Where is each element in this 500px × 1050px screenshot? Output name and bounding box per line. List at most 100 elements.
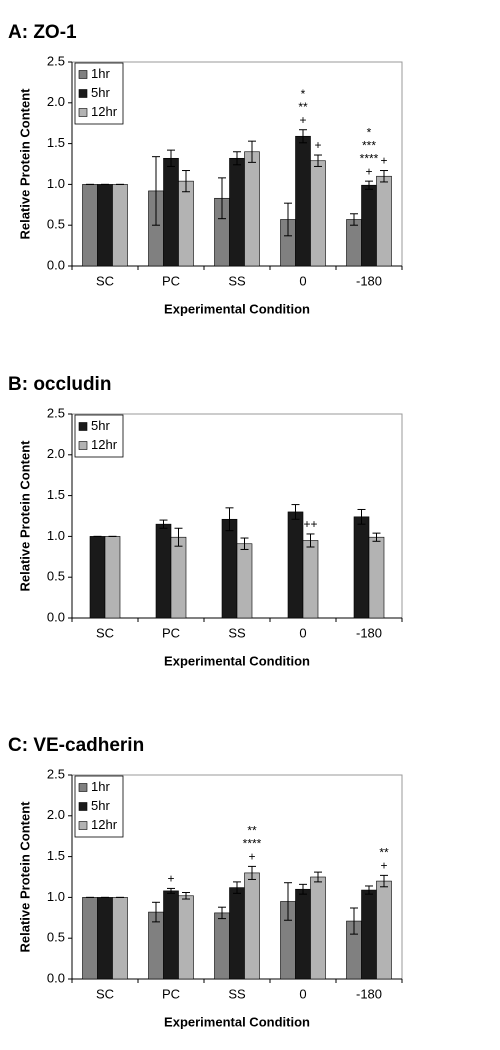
bar — [214, 912, 230, 980]
y-tick-label: 1.5 — [47, 848, 65, 863]
annotation: ** — [298, 100, 308, 114]
error-bar — [291, 504, 300, 520]
bar — [302, 540, 319, 619]
error-bar — [152, 901, 160, 923]
bar — [368, 536, 385, 619]
bar — [97, 184, 113, 267]
y-tick-label: 1.5 — [47, 487, 65, 502]
bar — [155, 523, 172, 619]
error-bar — [380, 170, 388, 183]
bar — [295, 135, 311, 267]
y-tick-label: 2.0 — [47, 446, 65, 461]
x-tick-label: PC — [162, 986, 180, 1001]
error-bar — [240, 537, 249, 550]
legend-label: 1hr — [91, 66, 110, 81]
bar — [361, 889, 377, 980]
x-tick-label: SS — [228, 625, 246, 640]
y-tick-label: 0.5 — [47, 930, 65, 945]
x-tick-label: PC — [162, 625, 180, 640]
x-tick-label: -180 — [356, 986, 382, 1001]
error-bar — [167, 149, 175, 167]
bar — [163, 890, 179, 980]
error-bar — [314, 154, 322, 167]
error-bar — [284, 202, 292, 237]
bar — [287, 511, 304, 619]
chart-title: A: ZO-1 — [8, 22, 77, 43]
error-bar — [365, 180, 373, 190]
bar — [163, 157, 179, 267]
error-bar — [350, 213, 358, 226]
error-bar — [372, 532, 381, 542]
error-bar — [218, 177, 226, 220]
error-bar — [159, 519, 168, 529]
error-bar — [306, 533, 315, 548]
x-tick-label: SS — [228, 986, 246, 1001]
y-tick-label: 0.0 — [47, 970, 65, 985]
bar — [89, 536, 106, 619]
error-bar — [350, 907, 358, 935]
chart-title: B: occludin — [8, 374, 111, 395]
bar — [97, 897, 113, 980]
annotation: + — [365, 164, 372, 178]
bar — [236, 543, 253, 619]
chart-title: C: VE-cadherin — [8, 735, 144, 756]
x-tick-label: SS — [228, 273, 246, 288]
bar — [229, 157, 245, 267]
x-tick-label: SC — [96, 625, 114, 640]
y-tick-label: 0.0 — [47, 257, 65, 272]
annotation: **** — [243, 837, 262, 851]
y-axis-label: Relative Protein Content — [17, 440, 32, 592]
error-bar — [299, 129, 307, 144]
legend-box — [74, 414, 124, 458]
error-bar — [182, 170, 190, 193]
error-bar — [380, 874, 388, 888]
y-axis-label: Relative Protein Content — [17, 801, 32, 953]
legend-label: 1hr — [91, 779, 110, 794]
bar — [376, 175, 392, 267]
y-tick-label: 1.0 — [47, 889, 65, 904]
x-tick-label: 0 — [299, 986, 306, 1001]
annotation: * — [367, 125, 372, 139]
error-bar — [314, 871, 322, 883]
legend-swatch — [78, 89, 88, 98]
panel: C: VE-cadherin 0.0 0.5 1.0 1.5 2.0 2.5 SC PC + SS *… — [8, 735, 403, 1029]
annotation: + — [299, 113, 306, 127]
error-bar — [365, 885, 373, 895]
annotation: ** — [379, 846, 389, 860]
bar — [178, 180, 194, 267]
bar — [376, 880, 392, 980]
error-bar — [233, 881, 241, 894]
y-tick-label: 2.0 — [47, 94, 65, 109]
bar — [104, 536, 121, 619]
bar — [221, 518, 238, 619]
bar — [353, 516, 370, 619]
annotation: + — [248, 850, 255, 864]
legend-swatch — [78, 783, 88, 792]
bar — [178, 895, 194, 980]
x-tick-label: 0 — [299, 273, 306, 288]
error-bar — [218, 906, 226, 920]
annotation: ** — [247, 824, 257, 838]
error-bar — [182, 892, 190, 900]
legend-label: 5hr — [91, 798, 110, 813]
legend-swatch — [78, 821, 88, 830]
annotation: + — [380, 859, 387, 873]
x-axis-label: Experimental Condition — [164, 301, 310, 316]
y-tick-label: 0.5 — [47, 217, 65, 232]
y-tick-label: 0.5 — [47, 569, 65, 584]
bar — [310, 876, 326, 980]
legend-swatch — [78, 441, 88, 450]
bar — [310, 160, 326, 267]
x-tick-label: PC — [162, 273, 180, 288]
bar — [244, 151, 260, 267]
error-bar — [299, 883, 307, 895]
annotation: **** — [360, 151, 379, 165]
annotation: ++ — [303, 517, 317, 531]
bar — [170, 536, 187, 619]
bar — [112, 184, 128, 267]
error-bar — [152, 156, 160, 226]
bar — [82, 184, 98, 267]
error-bar — [248, 140, 256, 163]
annotation: + — [314, 138, 321, 152]
